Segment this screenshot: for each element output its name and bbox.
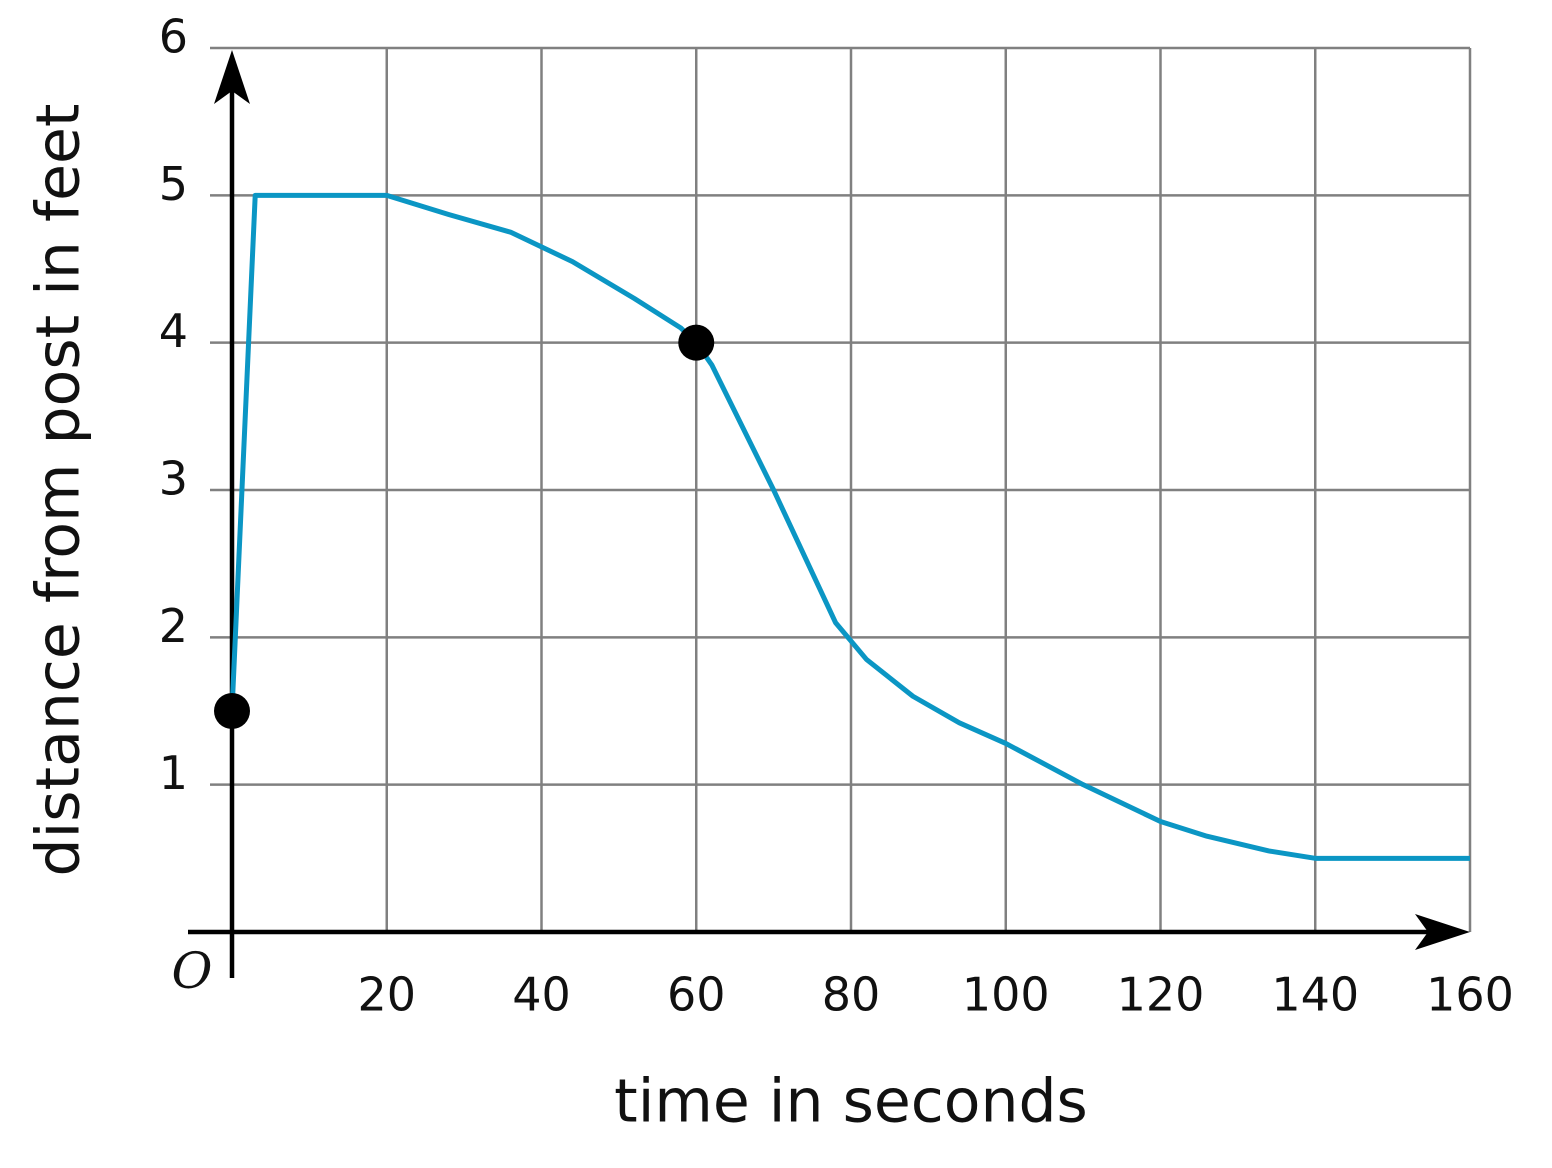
x-tick-label: 140 xyxy=(1271,968,1359,1022)
x-tick-label: 40 xyxy=(512,968,571,1022)
y-tick-label: 5 xyxy=(159,157,188,211)
y-tick-label: 3 xyxy=(159,452,188,506)
y-axis-title: distance from post in feet xyxy=(24,104,94,877)
y-tick-label: 2 xyxy=(159,599,188,653)
origin-label: O xyxy=(172,942,213,1000)
x-tick-label: 20 xyxy=(357,968,416,1022)
x-tick-label: 160 xyxy=(1426,968,1514,1022)
y-tick-label: 6 xyxy=(159,10,188,64)
y-tick-label: 1 xyxy=(159,746,188,800)
y-tick-label: 4 xyxy=(159,304,188,358)
x-tick-label: 80 xyxy=(822,968,881,1022)
data-line xyxy=(229,192,1470,861)
x-tick-label: 120 xyxy=(1117,968,1205,1022)
y-axis-arrow xyxy=(214,50,250,104)
point xyxy=(678,324,715,361)
point xyxy=(214,693,250,729)
x-axis-title: time in seconds xyxy=(614,1067,1088,1137)
x-tick-label: 100 xyxy=(962,968,1050,1022)
x-tick-label: 60 xyxy=(667,968,726,1022)
x-axis-arrow xyxy=(1415,914,1470,950)
